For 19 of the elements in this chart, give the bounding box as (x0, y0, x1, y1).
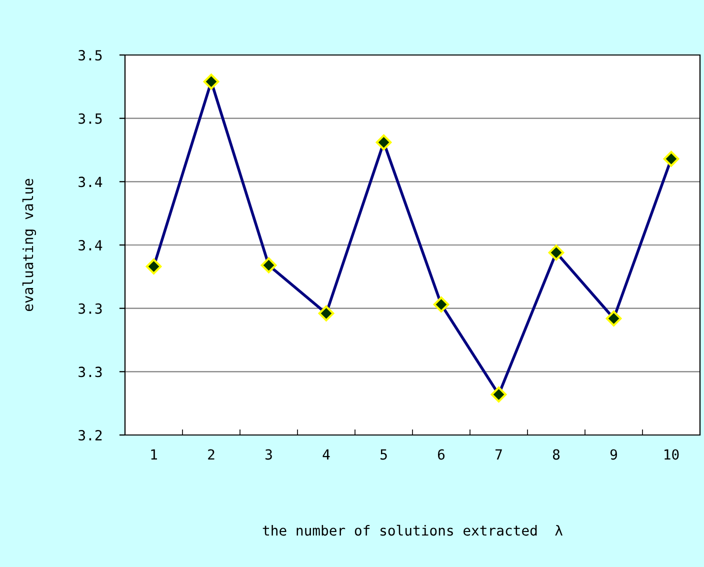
x-tick-label: 2 (208, 449, 214, 460)
x-tick-label: 3 (266, 449, 272, 460)
y-tick-label: 3.5 (78, 50, 102, 61)
x-tick-label: 10 (664, 449, 679, 460)
x-axis-title: the number of solutions extracted λ (262, 524, 563, 536)
x-tick-label: 6 (438, 449, 445, 460)
y-tick-label: 3.2 (78, 430, 102, 441)
x-tick-label: 7 (496, 449, 502, 460)
x-tick-label: 1 (151, 449, 157, 460)
y-tick-label: 3.5 (78, 113, 102, 124)
x-tick-label: 5 (380, 449, 387, 460)
x-tick-label: 4 (322, 449, 330, 460)
x-tick-label: 8 (552, 449, 560, 460)
y-tick-label: 3.4 (78, 240, 102, 251)
y-tick-label: 3.3 (78, 303, 102, 314)
y-axis-title: evaluating value (22, 178, 36, 312)
x-tick-label: 9 (610, 449, 617, 460)
y-tick-label: 3.4 (78, 176, 102, 188)
y-tick-label: 3.3 (78, 366, 102, 378)
